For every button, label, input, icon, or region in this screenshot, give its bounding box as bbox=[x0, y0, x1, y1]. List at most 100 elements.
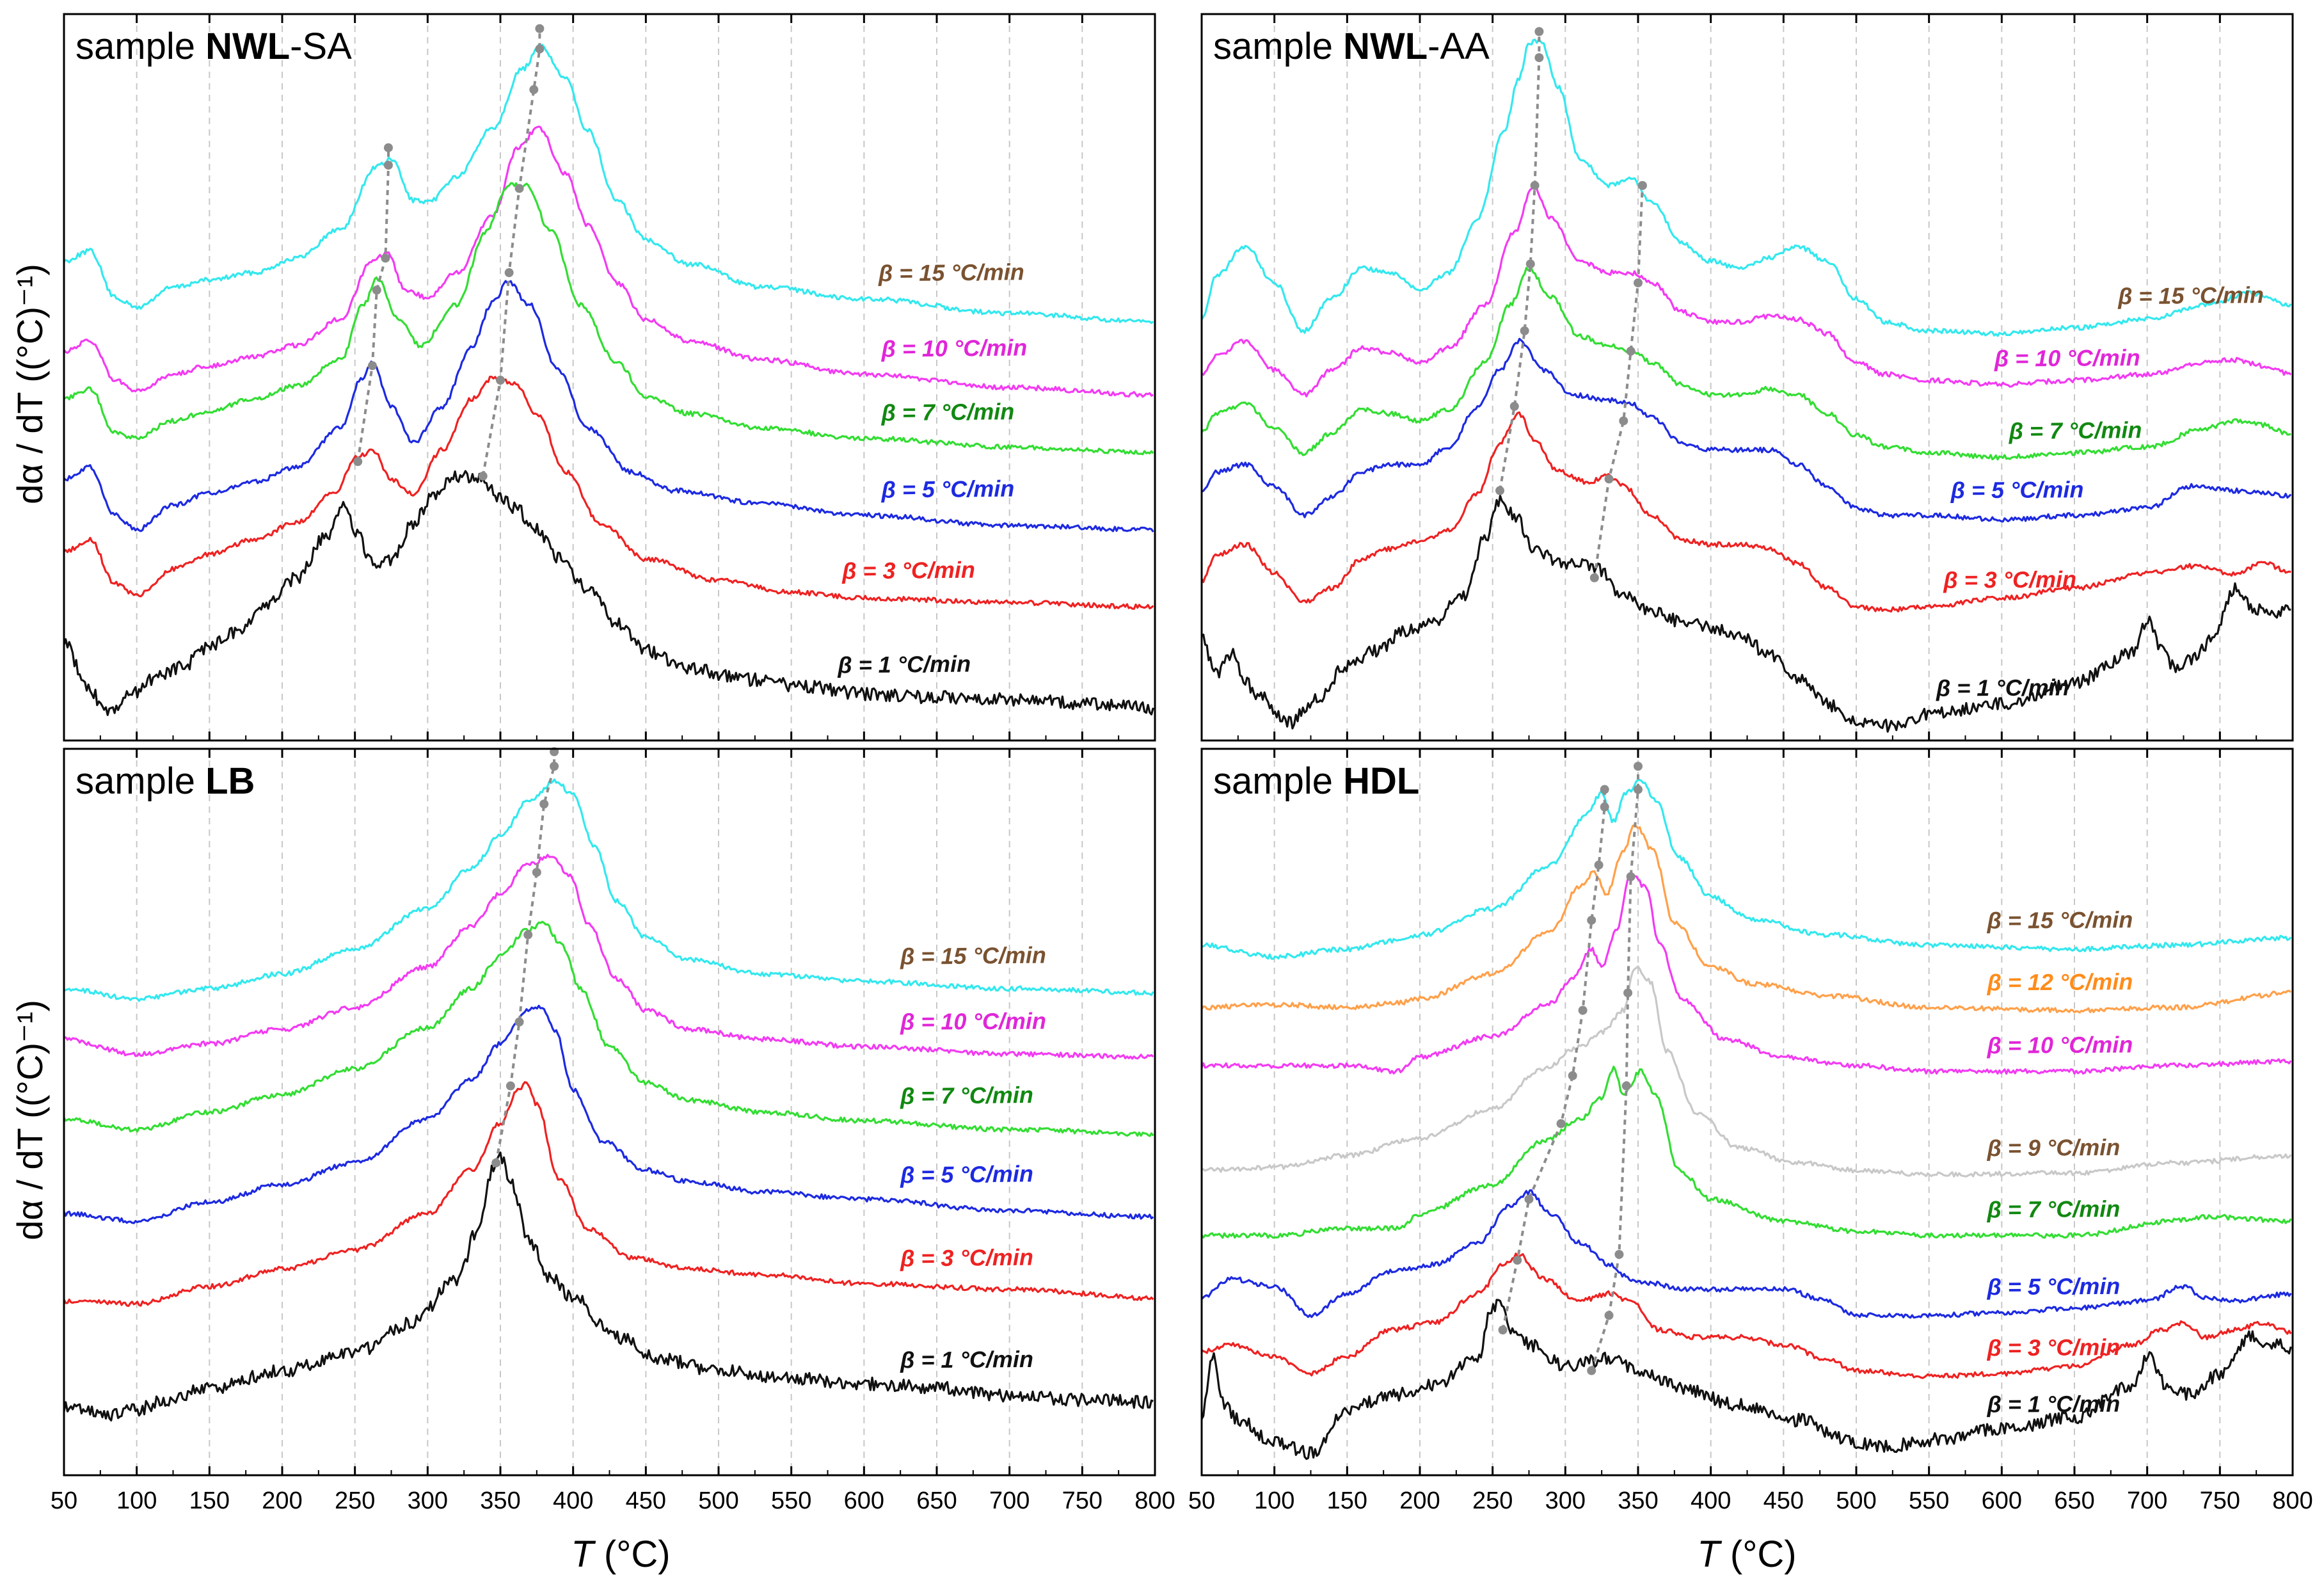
series-label: β = 7 °C/min bbox=[880, 398, 1014, 426]
x-axis-label-unit: (°C) bbox=[1720, 1533, 1797, 1575]
peak-trend-line bbox=[495, 751, 556, 1164]
peak-marker bbox=[535, 44, 545, 54]
grid-layer bbox=[136, 14, 2221, 1475]
peak-marker bbox=[504, 268, 514, 278]
series-line bbox=[1202, 872, 2292, 1075]
panel-title-sample: NWL bbox=[205, 26, 290, 67]
x-tick-label: 500 bbox=[698, 1487, 738, 1514]
series-label: β = 15 °C/min bbox=[1986, 906, 2133, 934]
peak-marker bbox=[496, 376, 505, 385]
peak-marker bbox=[505, 1081, 515, 1091]
series-label: β = 12 °C/min bbox=[1986, 968, 2133, 996]
peak-trend-line bbox=[1590, 766, 1639, 1372]
peak-marker bbox=[550, 762, 559, 771]
peak-trend-line bbox=[1593, 185, 1644, 579]
peak-marker bbox=[514, 1017, 524, 1027]
peak-marker bbox=[1530, 180, 1540, 190]
series-line bbox=[1202, 1253, 2292, 1379]
series-line bbox=[64, 280, 1154, 532]
peak-marker bbox=[478, 471, 488, 481]
series-line bbox=[1202, 411, 2291, 612]
panel-title-prefix: sample bbox=[76, 26, 205, 67]
panel-title: sample NWL-AA bbox=[1213, 26, 1490, 67]
peak-marker bbox=[383, 143, 393, 152]
series-line bbox=[1202, 965, 2292, 1178]
panel-frame bbox=[63, 13, 1156, 742]
peak-marker bbox=[1495, 486, 1505, 495]
series-label: β = 7 °C/min bbox=[900, 1082, 1033, 1109]
peak-marker bbox=[1621, 1081, 1631, 1091]
series-label: β = 1 °C/min bbox=[1986, 1391, 2120, 1418]
peak-marker bbox=[1594, 860, 1604, 870]
panel-title-suffix: -SA bbox=[290, 26, 352, 67]
series-line bbox=[64, 125, 1154, 398]
series-label: β = 5 °C/min bbox=[880, 476, 1014, 503]
panel-frame bbox=[1200, 13, 2294, 742]
peak-marker bbox=[1604, 1311, 1614, 1320]
series-label: β = 5 °C/min bbox=[1950, 476, 2084, 503]
x-tick-label: 600 bbox=[1982, 1487, 2022, 1514]
series-line bbox=[1202, 495, 2291, 733]
peak-marker bbox=[1600, 785, 1609, 794]
peak-marker bbox=[1509, 401, 1519, 411]
x-tick-label: 700 bbox=[2127, 1487, 2167, 1514]
series-label: β = 10 °C/min bbox=[1986, 1031, 2133, 1059]
x-tick-label: 300 bbox=[1545, 1487, 1586, 1514]
series-line bbox=[64, 1004, 1154, 1224]
series-label: β = 7 °C/min bbox=[1986, 1196, 2120, 1222]
x-tick-label: 650 bbox=[2054, 1487, 2094, 1514]
series-label: β = 5 °C/min bbox=[1986, 1273, 2120, 1300]
peak-marker bbox=[514, 184, 524, 193]
x-tick-label: 750 bbox=[1062, 1487, 1102, 1514]
y-axis-label-bottom: dα / dT ((°C)⁻¹) bbox=[10, 1000, 50, 1240]
series-label: β = 9 °C/min bbox=[1986, 1134, 2120, 1161]
x-tick-label: 450 bbox=[1763, 1487, 1804, 1514]
x-tick-label: 650 bbox=[916, 1487, 957, 1514]
peak-marker bbox=[1604, 474, 1614, 484]
series-line bbox=[1202, 266, 2291, 461]
peak-marker bbox=[1525, 259, 1535, 269]
peak-marker bbox=[1626, 346, 1636, 356]
panel-title-prefix: sample bbox=[76, 760, 205, 802]
panel-title-prefix: sample bbox=[1213, 760, 1343, 802]
series-label: β = 3 °C/min bbox=[1986, 1334, 2120, 1361]
peak-marker bbox=[1637, 180, 1647, 190]
series-label: β = 10 °C/min bbox=[880, 334, 1027, 362]
peak-marker bbox=[532, 867, 541, 877]
peak-marker bbox=[1587, 915, 1596, 925]
x-tick-label: 150 bbox=[189, 1487, 230, 1514]
series-label: β = 3 °C/min bbox=[841, 556, 975, 584]
panel-title-sample: LB bbox=[205, 760, 255, 802]
peak-marker bbox=[372, 285, 381, 295]
series-label: β = 10 °C/min bbox=[900, 1007, 1046, 1035]
x-axis-label-left: T (°C) bbox=[571, 1533, 670, 1575]
peak-marker bbox=[367, 361, 377, 371]
peak-marker bbox=[529, 85, 539, 95]
x-tick-label: 500 bbox=[1836, 1487, 1876, 1514]
peak-trend-line bbox=[1501, 789, 1606, 1331]
panel-title-suffix: -AA bbox=[1428, 26, 1490, 67]
peak-marker bbox=[353, 457, 363, 467]
series-line bbox=[1202, 1066, 2292, 1239]
series-line bbox=[64, 44, 1154, 324]
peak-marker bbox=[535, 24, 545, 33]
x-axis-label-var: T bbox=[571, 1533, 596, 1575]
x-tick-label: 600 bbox=[844, 1487, 884, 1514]
frame-layer bbox=[63, 13, 2294, 1477]
peak-marker bbox=[1600, 802, 1609, 812]
series-label: β = 3 °C/min bbox=[900, 1244, 1033, 1272]
x-tick-label: 250 bbox=[335, 1487, 375, 1514]
series-label: β = 15 °C/min bbox=[878, 259, 1024, 286]
series-label: β = 10 °C/min bbox=[1994, 344, 2140, 372]
series-label: β = 15 °C/min bbox=[900, 941, 1046, 969]
series-line bbox=[1202, 184, 2292, 397]
panel-title: sample NWL-SA bbox=[76, 26, 352, 67]
x-tick-label: 800 bbox=[1134, 1487, 1175, 1514]
x-tick-label: 50 bbox=[1188, 1487, 1215, 1514]
panel-frame bbox=[1200, 748, 2294, 1477]
peak-marker bbox=[381, 253, 390, 263]
panel-1-curves bbox=[64, 44, 1154, 716]
panel-4-curves bbox=[1202, 779, 2292, 1461]
series-line bbox=[64, 376, 1154, 610]
series-label: β = 3 °C/min bbox=[1943, 566, 2076, 593]
